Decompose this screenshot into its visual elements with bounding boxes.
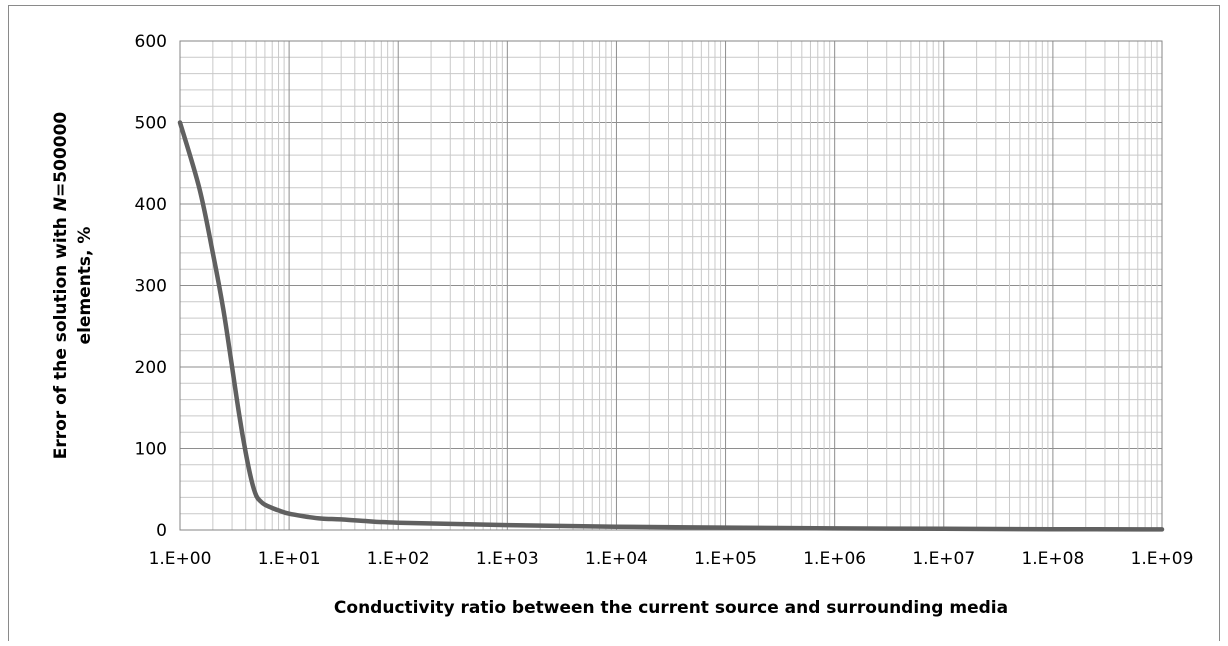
y-tick-label: 200: [135, 358, 167, 378]
plot-area-border: [179, 40, 1163, 531]
x-tick-label: 1.E+01: [258, 549, 321, 569]
y-tick-label: 100: [135, 440, 167, 460]
y-axis-title-line-1: Error of the solution with N=500000: [51, 112, 71, 460]
x-tick-label: 1.E+05: [694, 549, 757, 569]
y-tick-label: 400: [135, 195, 167, 215]
series-line: [177, 120, 1165, 532]
x-tick-label: 1.E+03: [476, 549, 539, 569]
y-axis-title-variable: N: [51, 197, 71, 211]
x-tick-label: 1.E+02: [367, 549, 430, 569]
x-tick-label: 1.E+09: [1131, 549, 1194, 569]
y-axis-title-prefix: Error of the solution with: [51, 211, 71, 459]
x-tick-label: 1.E+06: [803, 549, 866, 569]
y-tick-label: 500: [135, 114, 167, 134]
x-tick-label: 1.E+00: [149, 549, 212, 569]
x-axis-tick-labels: 1.E+00 1.E+01 1.E+02 1.E+03 1.E+04 1.E+05 1.E+…: [149, 549, 1194, 569]
x-tick-label: 1.E+04: [585, 549, 648, 569]
y-tick-label: 600: [135, 32, 167, 52]
x-axis-title: Conductivity ratio between the current s…: [334, 598, 1008, 618]
y-tick-label: 300: [135, 277, 167, 297]
y-axis-tick-labels: 0 100 200 300 400 500 600: [135, 32, 167, 541]
x-tick-label: 1.E+08: [1021, 549, 1084, 569]
chart-frame: [8, 5, 1220, 641]
grid: [179, 40, 1163, 531]
y-tick-label: 0: [156, 521, 167, 541]
x-tick-label: 1.E+07: [912, 549, 975, 569]
y-axis-title-line-2: elements, %: [75, 227, 95, 345]
y-axis-title-value: =500000: [51, 112, 71, 197]
